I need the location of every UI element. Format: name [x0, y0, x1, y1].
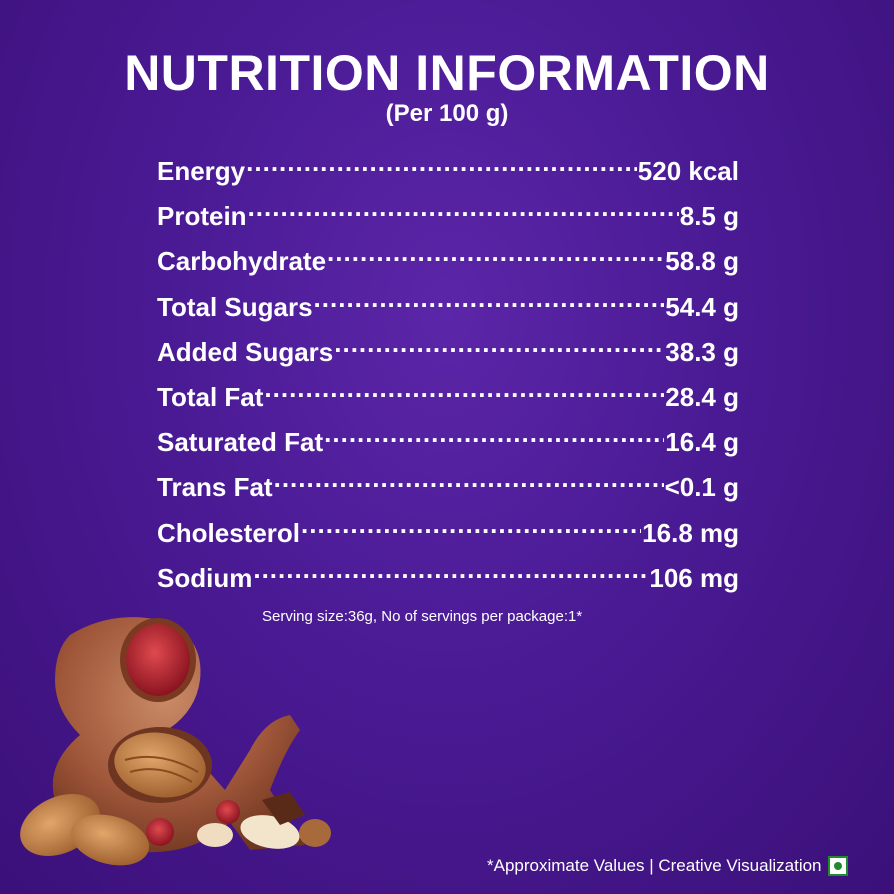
cranberry — [216, 800, 240, 824]
veg-symbol-icon — [827, 856, 848, 876]
nutrient-value: 16.8 mg — [642, 517, 739, 548]
dot-leader — [334, 331, 664, 361]
dot-leader — [327, 240, 664, 270]
nutrient-value: 58.8 g — [665, 246, 739, 277]
dot-leader — [324, 421, 664, 451]
dot-leader — [314, 286, 665, 316]
nutrient-name: Energy — [157, 156, 246, 186]
nutrient-name: Added Sugars — [157, 336, 334, 367]
dot-leader — [253, 557, 648, 587]
chocolate-chunk — [262, 792, 305, 825]
nutrient-name: Saturated Fat — [157, 427, 324, 458]
nutrient-value: 54.4 g — [665, 291, 739, 322]
nutrient-row: Total Fat 28.4 g — [157, 376, 739, 421]
dot-leader — [248, 195, 679, 225]
nutrient-row: Protein 8.5 g — [157, 195, 739, 240]
nutrient-name: Carbohydrate — [157, 246, 327, 277]
nutrition-table: Energy 520 kcal Protein 8.5 g Carbohydra… — [157, 150, 739, 602]
nutrient-row: Added Sugars 38.3 g — [157, 331, 739, 376]
nutrient-name: Total Sugars — [157, 291, 313, 322]
nutrient-value: 16.4 g — [665, 427, 739, 458]
cranberry — [146, 818, 174, 846]
serving-size-note: Serving size:36g, No of servings per pac… — [262, 608, 583, 625]
nutrient-name: Protein — [157, 201, 247, 232]
nutrient-name: Cholesterol — [157, 517, 301, 548]
dot-leader — [274, 466, 664, 496]
almond-filling — [114, 732, 206, 798]
footer-disclaimer: *Approximate Values | Creative Visualiza… — [487, 856, 848, 876]
dot-leader — [246, 150, 637, 180]
nutrient-value: 38.3 g — [665, 336, 739, 367]
nutrient-name: Trans Fat — [157, 472, 273, 503]
nut-piece — [240, 815, 300, 849]
nutrient-value: 520 kcal — [637, 156, 739, 186]
nutrient-value: 106 mg — [649, 562, 739, 593]
footer-text: *Approximate Values | Creative Visualiza… — [487, 856, 822, 875]
dot-leader — [301, 512, 641, 542]
nutrient-row: Energy 520 kcal — [157, 150, 739, 195]
hazelnut — [299, 819, 331, 847]
page-title: NUTRITION INFORMATION — [124, 45, 770, 101]
dot-leader — [264, 376, 664, 406]
almond — [70, 814, 150, 866]
nutrient-row: Total Sugars 54.4 g — [157, 286, 739, 331]
nutrient-row: Trans Fat <0.1 g — [157, 466, 739, 511]
nut-piece — [197, 823, 233, 847]
chocolate-ampersand-with-nuts-icon — [20, 617, 331, 866]
ampersand-shape — [52, 617, 306, 853]
page-subtitle: (Per 100 g) — [385, 100, 509, 127]
cranberry-filling — [126, 624, 190, 696]
nutrient-row: Cholesterol 16.8 mg — [157, 512, 739, 557]
nutrient-row: Sodium 106 mg — [157, 557, 739, 602]
nutrient-value: 28.4 g — [665, 381, 739, 412]
nutrient-name: Sodium — [157, 562, 253, 593]
nutrient-value: <0.1 g — [664, 472, 739, 503]
nutrient-row: Carbohydrate 58.8 g — [157, 240, 739, 285]
nutrient-row: Saturated Fat 16.4 g — [157, 421, 739, 466]
nutrient-name: Total Fat — [157, 381, 264, 412]
nutrient-value: 8.5 g — [679, 201, 739, 232]
